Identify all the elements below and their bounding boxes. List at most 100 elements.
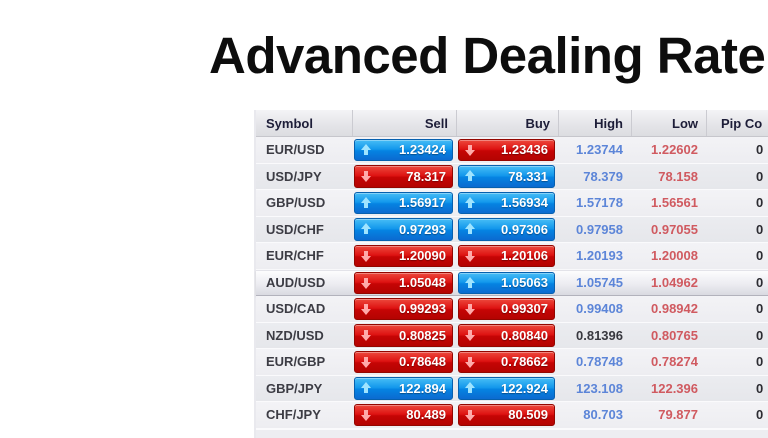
high-cell: 78.379 [583,168,623,184]
symbol-cell: AUD/USD [266,275,326,291]
low-cell: 122.396 [651,380,698,396]
up-arrow-icon [465,223,475,235]
buy-price-value: 0.80840 [501,327,548,343]
pip-cost-cell: 0 [756,275,764,291]
buy-price-button[interactable]: 0.80840 [458,324,555,347]
sell-cell: 0.78648 [352,349,456,375]
table-row[interactable]: GBP/USD 1.56917 1.56934 1.57178 1.56561 … [256,190,768,217]
low-cell: 0.78274 [651,354,698,370]
table-row[interactable]: EUR/GBP 0.78648 0.78662 0.78748 0.78274 … [256,349,768,376]
symbol-cell: USD/CHF [266,221,324,237]
down-arrow-icon [361,277,371,289]
buy-price-button[interactable]: 122.924 [458,377,555,400]
low-cell: 0.97055 [651,221,698,237]
down-arrow-icon [361,409,371,421]
buy-price-button[interactable]: 78.331 [458,165,555,188]
sell-price-value: 122.894 [399,380,446,396]
pip-cost-cell: 0 [756,327,764,343]
page-title: Advanced Dealing Rate [209,27,766,84]
sell-price-button[interactable]: 0.97293 [354,218,453,241]
table-body: EUR/USD 1.23424 1.23436 1.23744 1.22602 … [256,137,768,429]
sell-cell: 0.97293 [352,217,456,243]
high-cell: 1.57178 [576,195,623,211]
high-cell: 0.99408 [576,301,623,317]
high-cell: 1.23744 [576,142,623,158]
symbol-cell: GBP/JPY [266,380,323,396]
sell-cell: 1.05048 [352,271,456,296]
high-cell: 0.81396 [576,327,623,343]
pip-cost-cell: 0 [756,407,764,423]
buy-price-value: 1.05063 [501,275,548,291]
sell-price-button[interactable]: 0.80825 [354,324,453,347]
sell-price-button[interactable]: 1.56917 [354,191,453,214]
high-cell: 80.703 [583,407,623,423]
sell-price-value: 1.20090 [399,248,446,264]
buy-price-button[interactable]: 0.97306 [458,218,555,241]
table-row[interactable]: AUD/USD 1.05048 1.05063 1.05745 1.04962 … [256,269,768,296]
pip-cost-cell: 0 [756,301,764,317]
column-header-low[interactable]: Low [631,110,706,136]
down-arrow-icon [465,356,475,368]
symbol-cell: EUR/CHF [266,248,324,264]
sell-price-button[interactable]: 78.317 [354,165,453,188]
buy-price-value: 0.97306 [501,221,548,237]
table-row[interactable]: NZD/USD 0.80825 0.80840 0.81396 0.80765 … [256,322,768,349]
table-header-row: Symbol Sell Buy High Low Pip Co [256,110,768,137]
dealing-rates-table: Symbol Sell Buy High Low Pip Co EUR/USD … [254,110,768,438]
sell-price-button[interactable]: 0.78648 [354,350,453,373]
column-header-symbol[interactable]: Symbol [266,115,313,131]
buy-price-button[interactable]: 1.56934 [458,191,555,214]
table-row[interactable]: EUR/CHF 1.20090 1.20106 1.20193 1.20008 … [256,243,768,270]
buy-price-button[interactable]: 1.20106 [458,244,555,267]
symbol-cell: CHF/JPY [266,407,321,423]
buy-cell: 122.924 [456,376,558,402]
table-row[interactable]: USD/CAD 0.99293 0.99307 0.99408 0.98942 … [256,296,768,323]
sell-price-value: 80.489 [406,407,446,423]
down-arrow-icon [361,170,371,183]
sell-price-button[interactable]: 1.20090 [354,244,453,267]
column-header-sell[interactable]: Sell [352,110,456,136]
high-cell: 123.108 [576,380,623,396]
buy-cell: 1.20106 [456,243,558,269]
table-row[interactable]: GBP/JPY 122.894 122.924 123.108 122.396 … [256,375,768,402]
sell-price-button[interactable]: 122.894 [354,377,453,400]
buy-price-button[interactable]: 0.78662 [458,350,555,373]
column-header-high[interactable]: High [558,110,631,136]
sell-cell: 122.894 [352,376,456,402]
down-arrow-icon [361,250,371,262]
sell-price-value: 0.78648 [399,354,446,370]
buy-price-value: 122.924 [501,380,548,396]
table-row[interactable]: EUR/USD 1.23424 1.23436 1.23744 1.22602 … [256,137,768,164]
up-arrow-icon [465,170,475,182]
sell-cell: 1.23424 [352,137,456,163]
buy-cell: 0.78662 [456,349,558,375]
sell-price-button[interactable]: 0.99293 [354,297,453,320]
sell-price-button[interactable]: 1.23424 [354,138,453,161]
buy-price-value: 78.331 [508,168,548,184]
buy-price-button[interactable]: 0.99307 [458,297,555,320]
table-row[interactable]: USD/CHF 0.97293 0.97306 0.97958 0.97055 … [256,216,768,243]
pip-cost-cell: 0 [756,354,764,370]
buy-cell: 80.509 [456,402,558,428]
buy-price-button[interactable]: 1.05063 [458,271,555,294]
symbol-cell: EUR/USD [266,142,325,158]
buy-price-button[interactable]: 80.509 [458,403,555,426]
buy-cell: 1.56934 [456,190,558,216]
up-arrow-icon [361,143,371,156]
column-header-buy[interactable]: Buy [456,110,558,136]
up-arrow-icon [361,382,371,394]
sell-cell: 0.80825 [352,323,456,349]
sell-price-value: 0.99293 [399,301,446,317]
column-header-pip-cost[interactable]: Pip Co [706,110,768,136]
pip-cost-cell: 0 [756,195,764,211]
table-row[interactable]: USD/JPY 78.317 78.331 78.379 78.158 0 [256,163,768,190]
sell-price-value: 0.80825 [399,327,446,343]
low-cell: 1.56561 [651,195,698,211]
sell-price-button[interactable]: 1.05048 [354,271,453,294]
down-arrow-icon [361,356,371,368]
down-arrow-icon [465,250,475,262]
sell-price-button[interactable]: 80.489 [354,403,453,426]
table-row[interactable]: CHF/JPY 80.489 80.509 80.703 79.877 0 [256,402,768,429]
buy-price-button[interactable]: 1.23436 [458,138,555,161]
symbol-cell: USD/CAD [266,301,326,317]
